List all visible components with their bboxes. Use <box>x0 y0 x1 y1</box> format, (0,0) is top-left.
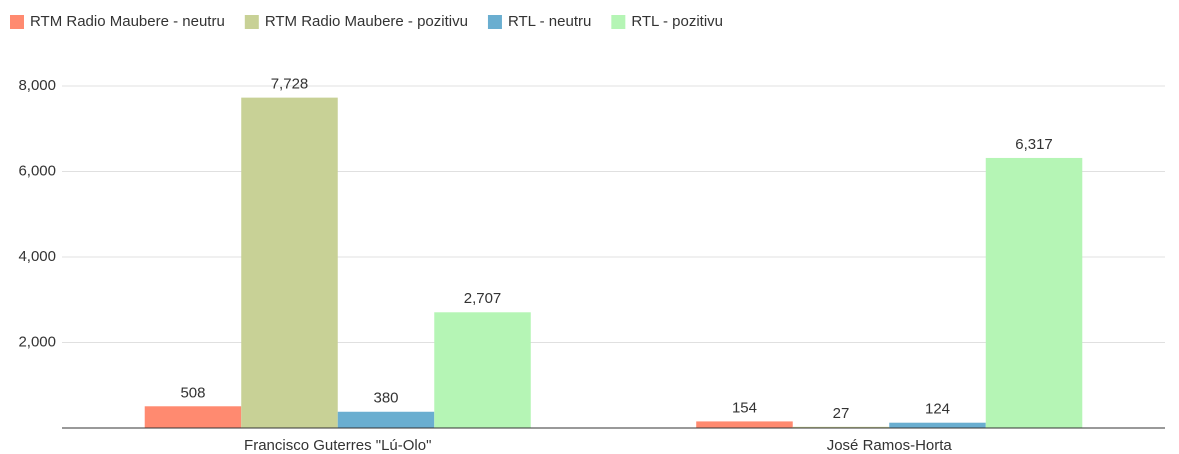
value-label: 27 <box>833 405 850 422</box>
bar <box>889 422 986 428</box>
legend-label: RTM Radio Maubere - neutru <box>30 13 225 30</box>
value-label: 154 <box>732 399 757 416</box>
y-tick-label: 8,000 <box>18 77 56 94</box>
legend-label: RTL - neutru <box>508 13 591 30</box>
bar <box>241 97 338 429</box>
value-label: 6,317 <box>1015 136 1053 153</box>
value-label: 2,707 <box>464 290 502 307</box>
bar <box>337 411 435 428</box>
value-label: 380 <box>373 390 398 407</box>
legend-swatch <box>611 15 626 29</box>
y-tick-label: 2,000 <box>18 333 56 350</box>
legend-label: RTL - pozitivu <box>631 13 723 30</box>
y-tick-label: 6,000 <box>18 162 56 179</box>
bar <box>792 426 890 428</box>
legend-swatch <box>10 15 24 29</box>
bar <box>696 421 793 428</box>
legend-swatch <box>244 15 259 29</box>
x-tick-label: Francisco Guterres "Lú-Olo" <box>244 437 431 454</box>
bar <box>434 312 531 428</box>
legend-swatch <box>487 15 502 29</box>
value-label: 124 <box>925 401 950 418</box>
legend-label: RTM Radio Maubere - pozitivu <box>265 13 468 30</box>
x-tick-label: José Ramos-Horta <box>827 437 953 454</box>
value-label: 7,728 <box>271 76 309 93</box>
bar <box>144 406 242 428</box>
value-label: 508 <box>180 384 205 401</box>
y-tick-label: 4,000 <box>18 248 56 265</box>
bar <box>985 157 1083 429</box>
